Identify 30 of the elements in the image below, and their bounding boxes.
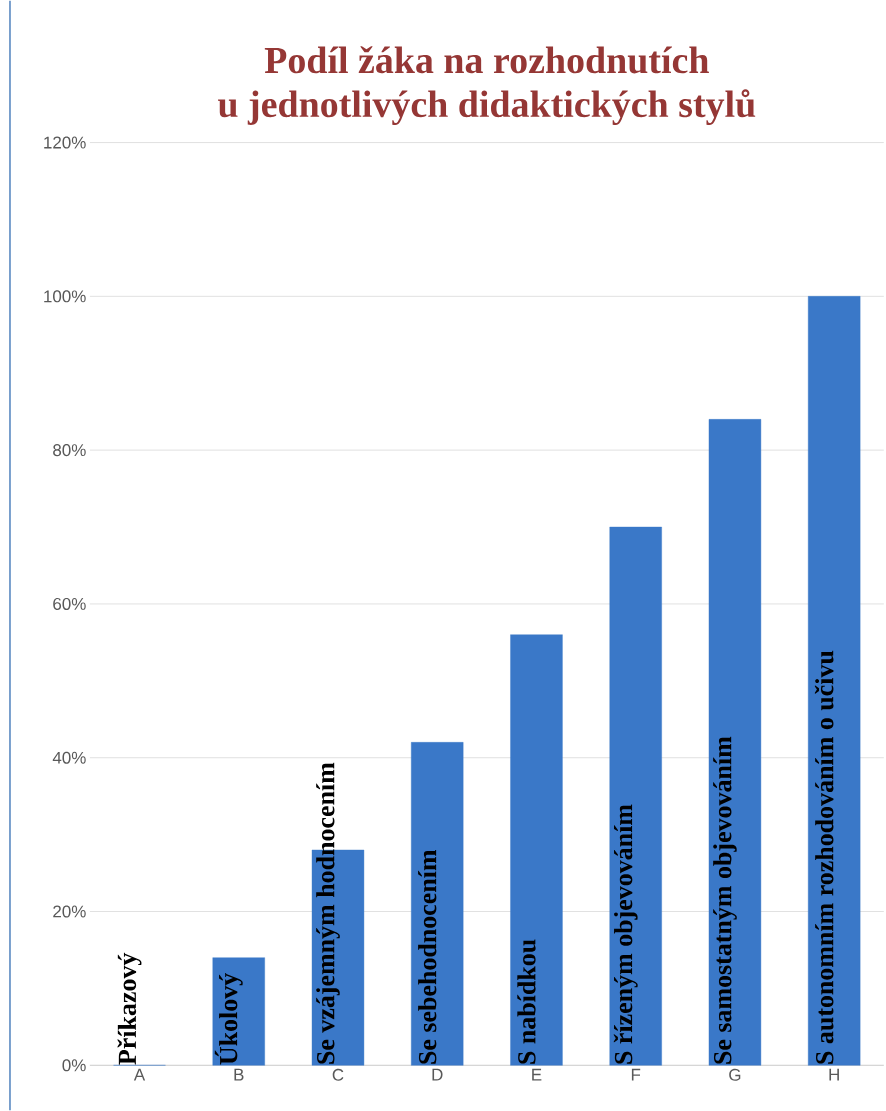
annotation: Se samostatným objevováním [713,736,737,1064]
annotation: S řízeným objevováním [613,804,638,1064]
y-tick-label: 20% [53,905,86,918]
annotation: Se vzájemným hodnocením [316,762,340,1064]
annotation: Příkazový [117,952,142,1065]
annotation: S nabídkou [517,939,536,1064]
y-tick-label: 120% [44,136,86,149]
x-tick-label: H [829,1068,840,1081]
chart-title: Podíl žáka na rozhodnutích u jednotlivých didaktických stylů [218,46,756,126]
bar [212,957,265,1066]
bar [609,526,662,1066]
annotation: Úkolový [214,973,243,1065]
y-tick-label: 40% [52,751,86,764]
annotation: Se sebehodnocením [418,849,437,1064]
x-tick-label: D [432,1068,443,1081]
bar [510,634,563,1066]
y-tick-label: 100% [44,290,86,303]
y-tick-label: 60% [53,597,86,610]
x-tick-label: B [234,1068,244,1081]
x-tick-label: A [133,1068,146,1081]
x-tick-label: E [532,1068,542,1081]
x-tick-label: G [729,1068,741,1081]
annotation: S autonomním rozhodováním o učivu [814,650,834,1064]
bar [708,419,762,1066]
y-tick-label: 0% [62,1059,86,1072]
bar [411,742,464,1066]
x-tick-label: C [332,1068,344,1081]
bar [808,296,861,1066]
x-tick-label: F [632,1068,641,1081]
y-tick-label: 80% [53,444,86,457]
